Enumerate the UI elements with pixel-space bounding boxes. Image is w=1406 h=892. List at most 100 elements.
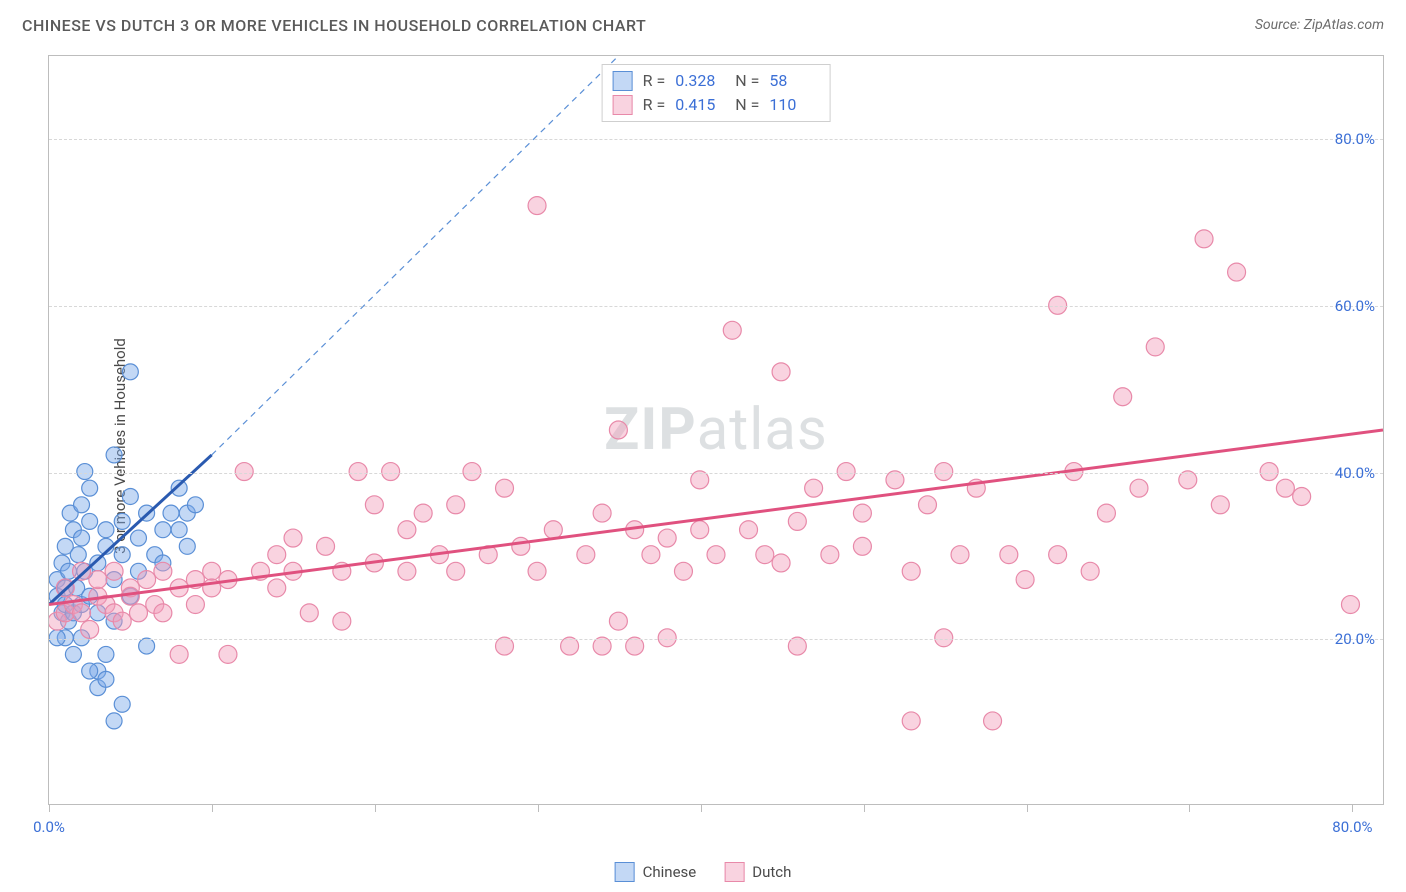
scatter-point xyxy=(122,489,138,505)
scatter-point xyxy=(317,537,335,555)
scatter-point xyxy=(1260,463,1278,481)
scatter-point xyxy=(106,447,122,463)
scatter-point xyxy=(398,521,416,539)
scatter-point xyxy=(219,645,237,663)
scatter-point xyxy=(447,496,465,514)
scatter-point xyxy=(853,537,871,555)
scatter-point xyxy=(935,629,953,647)
scatter-point xyxy=(902,562,920,580)
scatter-point xyxy=(414,504,432,522)
scatter-point xyxy=(658,529,676,547)
scatter-point xyxy=(300,604,318,622)
r-value-chinese: 0.328 xyxy=(675,69,725,93)
scatter-point xyxy=(170,645,188,663)
scatter-point xyxy=(674,562,692,580)
swatch-chinese xyxy=(613,71,633,91)
scatter-point xyxy=(73,562,91,580)
scatter-point xyxy=(114,547,130,563)
scatter-point xyxy=(984,712,1002,730)
scatter-point xyxy=(98,646,114,662)
chart-source: Source: ZipAtlas.com xyxy=(1255,17,1384,33)
scatter-point xyxy=(186,596,204,614)
x-tick xyxy=(701,804,702,812)
legend-label-dutch: Dutch xyxy=(752,863,791,881)
n-value-dutch: 110 xyxy=(769,93,819,117)
x-tick xyxy=(375,804,376,812)
scatter-point xyxy=(98,671,114,687)
scatter-point xyxy=(163,505,179,521)
x-tick-label: 0.0% xyxy=(33,818,65,836)
y-tick-label: 80.0% xyxy=(1335,130,1375,148)
scatter-point xyxy=(1211,496,1229,514)
scatter-point xyxy=(105,562,123,580)
scatter-point xyxy=(1130,479,1148,497)
scatter-point xyxy=(723,321,741,339)
gridline xyxy=(49,639,1383,640)
scatter-point xyxy=(935,463,953,481)
scatter-point xyxy=(74,530,90,546)
scatter-point xyxy=(544,521,562,539)
x-tick xyxy=(49,804,50,812)
chart-title: CHINESE VS DUTCH 3 OR MORE VEHICLES IN H… xyxy=(22,16,646,35)
scatter-point xyxy=(528,197,546,215)
stats-row-dutch: R = 0.415 N = 110 xyxy=(613,93,820,117)
scatter-point xyxy=(1016,571,1034,589)
scatter-point xyxy=(113,612,131,630)
scatter-point xyxy=(203,562,221,580)
scatter-point xyxy=(951,546,969,564)
scatter-point xyxy=(642,546,660,564)
scatter-point xyxy=(463,463,481,481)
scatter-point xyxy=(81,620,99,638)
scatter-point xyxy=(114,513,130,529)
scatter-point xyxy=(577,546,595,564)
scatter-point xyxy=(82,513,98,529)
scatter-point xyxy=(235,463,253,481)
scatter-point xyxy=(1000,546,1018,564)
trend-line xyxy=(49,430,1383,605)
scatter-point xyxy=(284,529,302,547)
scatter-point xyxy=(139,638,155,654)
y-tick-label: 40.0% xyxy=(1335,464,1375,482)
scatter-point xyxy=(447,562,465,580)
scatter-point xyxy=(82,480,98,496)
scatter-point xyxy=(496,479,514,497)
scatter-point xyxy=(154,604,172,622)
scatter-point xyxy=(919,496,937,514)
bottom-legend: Chinese Dutch xyxy=(615,862,792,882)
r-label-2: R = xyxy=(643,93,666,117)
n-value-chinese: 58 xyxy=(769,69,819,93)
scatter-point xyxy=(77,464,93,480)
scatter-point xyxy=(179,538,195,554)
r-label: R = xyxy=(643,69,666,93)
stats-row-chinese: R = 0.328 N = 58 xyxy=(613,69,820,93)
scatter-point xyxy=(902,712,920,730)
plot-svg xyxy=(49,56,1383,804)
x-tick xyxy=(1352,804,1353,812)
n-label: N = xyxy=(735,69,759,93)
scatter-point xyxy=(1114,388,1132,406)
scatter-point xyxy=(528,562,546,580)
scatter-point xyxy=(1081,562,1099,580)
scatter-point xyxy=(1195,230,1213,248)
scatter-point xyxy=(130,530,146,546)
y-tick-label: 20.0% xyxy=(1335,630,1375,648)
scatter-point xyxy=(82,663,98,679)
scatter-point xyxy=(122,364,138,380)
scatter-point xyxy=(106,713,122,729)
n-label-2: N = xyxy=(735,93,759,117)
x-tick xyxy=(1189,804,1190,812)
legend-item-dutch: Dutch xyxy=(724,862,791,882)
scatter-point xyxy=(1341,596,1359,614)
scatter-point xyxy=(268,579,286,597)
legend-swatch-chinese xyxy=(615,862,635,882)
stats-box: R = 0.328 N = 58 R = 0.415 N = 110 xyxy=(602,64,831,122)
x-tick xyxy=(212,804,213,812)
scatter-point xyxy=(821,546,839,564)
scatter-point xyxy=(187,497,203,513)
plot-area: ZIPatlas R = 0.328 N = 58 R = 0.415 N = … xyxy=(48,55,1384,805)
trend-line-dashed xyxy=(212,56,619,455)
legend-label-chinese: Chinese xyxy=(643,863,697,881)
scatter-point xyxy=(365,496,383,514)
scatter-point xyxy=(349,463,367,481)
r-value-dutch: 0.415 xyxy=(675,93,725,117)
